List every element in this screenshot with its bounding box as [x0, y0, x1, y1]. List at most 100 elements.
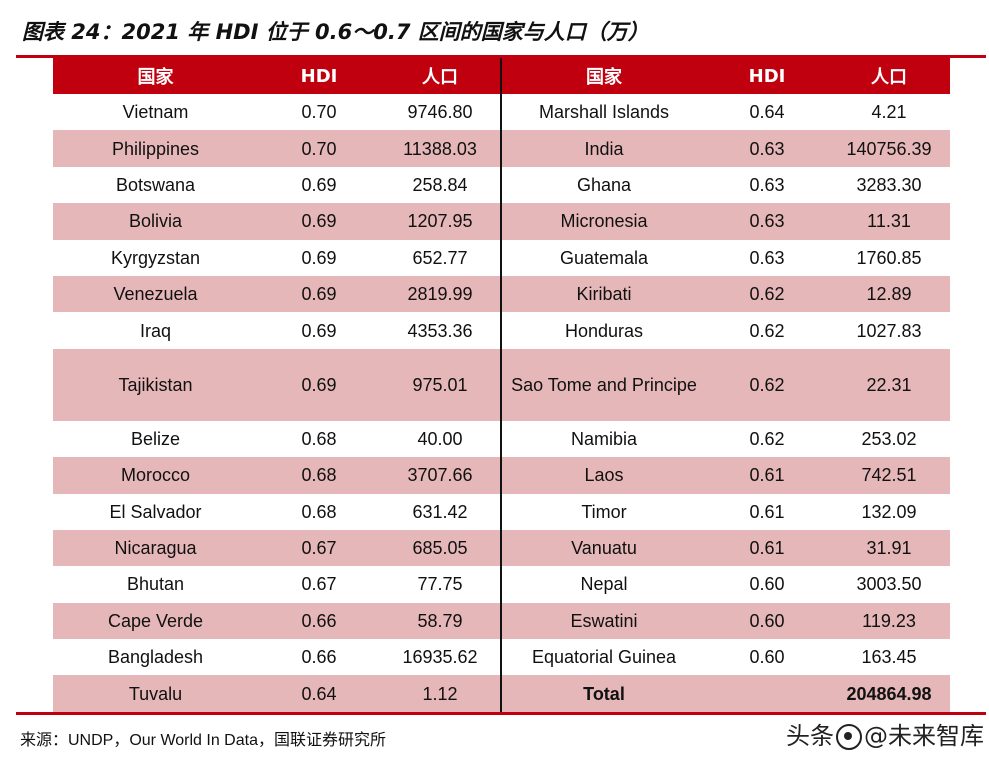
cell-population-left: 1.12 [380, 675, 501, 712]
cell-country-right: Total [500, 675, 706, 712]
cell-population-right: 3283.30 [856, 174, 922, 195]
cell-country-right: Kiribati [500, 275, 706, 313]
cell-hdi-right: 0.61 [706, 529, 828, 567]
table-row: Bhutan 0.67 77.75 Nepal 0.60 3003.50 [53, 566, 950, 603]
cell-hdi-left: 0.67 [258, 529, 380, 567]
cell-country-right: Equatorial Guinea [500, 639, 706, 676]
table-row: Kyrgyzstan 0.69 652.77 Guatemala 0.63 1760.85 [53, 239, 950, 276]
cell-population-left: 77.75 [417, 574, 463, 595]
cell-hdi-right: 0.60 [749, 647, 785, 668]
header-population-right: 人口 [828, 58, 950, 94]
table-row: Vietnam 0.70 9746.80 Marshall Islands 0.64 4.… [53, 94, 950, 131]
cell-population-right: 22.31 [828, 348, 950, 421]
cell-population-right: 31.91 [828, 529, 950, 567]
cell-country-left: Philippines [53, 130, 258, 167]
cell-hdi-left: 0.66 [301, 647, 337, 668]
cell-hdi-right: 0.63 [749, 247, 785, 268]
cell-hdi-left: 0.68 [258, 457, 380, 494]
cell-country-right: Sao Tome and Principe [500, 348, 706, 421]
cell-population-left: 258.84 [412, 174, 468, 195]
cell-population-left: 4353.36 [407, 320, 473, 341]
cell-hdi-right: 0.63 [749, 174, 785, 195]
cell-population-right: 119.23 [828, 602, 950, 640]
table-header-row: 国家 HDI 人口 国家 HDI 人口 [53, 58, 950, 94]
cell-hdi-right: 0.62 [749, 320, 785, 341]
cell-country-left: Vietnam [122, 102, 189, 123]
cell-population-right: 163.45 [861, 647, 917, 668]
table-row: Cape Verde 0.66 58.79 Eswatini 0.60 119.23 [53, 602, 950, 640]
cell-country-left: Bangladesh [107, 647, 204, 668]
table-row: Philippines 0.70 11388.03 India 0.63 140756.3… [53, 130, 950, 167]
cell-country-left: Bolivia [53, 203, 258, 240]
hdi-population-table: 国家 HDI 人口 国家 HDI 人口 Vietnam 0.70 9746.80 Ma… [53, 58, 950, 712]
title-divider [16, 55, 986, 58]
table-row: Nicaragua 0.67 685.05 Vanuatu 0.61 31.91 [53, 529, 950, 567]
cell-country-left: Belize [130, 428, 181, 449]
cell-country-left: Morocco [53, 457, 258, 494]
cell-country-left: Botswana [115, 174, 196, 195]
cell-hdi-right: 0.61 [749, 501, 785, 522]
watermark-name: @未来智库 [864, 722, 984, 750]
cell-country-left: Iraq [139, 320, 172, 341]
cell-population-left: 685.05 [380, 529, 501, 567]
cell-country-left: Venezuela [53, 275, 258, 313]
cell-population-left: 58.79 [380, 602, 501, 640]
cell-population-left: 652.77 [412, 247, 468, 268]
watermark-logo-icon [836, 724, 862, 750]
cell-population-right: 11.31 [828, 203, 950, 240]
cell-country-right: Timor [500, 493, 706, 530]
cell-population-right: 132.09 [861, 501, 917, 522]
cell-population-left: 975.01 [380, 348, 501, 421]
cell-hdi-left: 0.69 [258, 203, 380, 240]
cell-population-left: 11388.03 [380, 130, 501, 167]
cell-population-right: 4.21 [871, 102, 907, 123]
cell-country-left: El Salvador [109, 501, 202, 522]
source-note: 来源：UNDP，Our World In Data，国联证券研究所 [20, 732, 386, 749]
table-bottom-divider [16, 712, 986, 715]
cell-country-left: Tuvalu [53, 675, 258, 712]
cell-country-right: Laos [500, 457, 706, 494]
cell-country-right: Namibia [500, 420, 706, 458]
table-row: Venezuela 0.69 2819.99 Kiribati 0.62 12.89 [53, 275, 950, 313]
cell-hdi-left: 0.69 [301, 247, 337, 268]
cell-population-left: 9746.80 [407, 102, 473, 123]
header-hdi-right: HDI [706, 58, 828, 94]
cell-country-left: Bhutan [126, 574, 185, 595]
cell-hdi-left: 0.69 [301, 174, 337, 195]
cell-hdi-left: 0.69 [258, 348, 380, 421]
table-row: Belize 0.68 40.00 Namibia 0.62 253.02 [53, 420, 950, 458]
cell-country-left: Kyrgyzstan [110, 247, 201, 268]
table-row: Bolivia 0.69 1207.95 Micronesia 0.63 11.31 [53, 203, 950, 240]
cell-hdi-left: 0.64 [258, 675, 380, 712]
cell-country-right: Micronesia [500, 203, 706, 240]
table-row: El Salvador 0.68 631.42 Timor 0.61 132.09 [53, 493, 950, 530]
cell-hdi-left: 0.69 [301, 320, 337, 341]
cell-country-right: Vanuatu [500, 529, 706, 567]
watermark-prefix: 头条 [786, 722, 834, 750]
cell-hdi-left: 0.70 [301, 102, 337, 123]
table-row: Bangladesh 0.66 16935.62 Equatorial Guinea 0… [53, 639, 950, 676]
cell-country-right: Guatemala [500, 239, 706, 276]
watermark: 头条 @未来智库 [786, 716, 984, 751]
cell-hdi-right: 0.63 [706, 203, 828, 240]
cell-population-right: 3003.50 [856, 574, 922, 595]
cell-hdi-left: 0.70 [258, 130, 380, 167]
cell-population-right: 140756.39 [828, 130, 950, 167]
cell-population-left: 16935.62 [402, 647, 478, 668]
table-row: Botswana 0.69 258.84 Ghana 0.63 3283.30 [53, 166, 950, 204]
header-country-right: 国家 [500, 58, 706, 94]
table-title: 图表 24：2021 年 HDI 位于 0.6～0.7 区间的国家与人口（万） [22, 20, 649, 44]
cell-hdi-right [706, 675, 828, 712]
cell-country-left: Tajikistan [53, 348, 258, 421]
cell-hdi-right: 0.64 [749, 102, 785, 123]
cell-hdi-right: 0.60 [706, 602, 828, 640]
cell-hdi-right: 0.62 [749, 428, 785, 449]
cell-hdi-left: 0.67 [301, 574, 337, 595]
table-row: Morocco 0.68 3707.66 Laos 0.61 742.51 [53, 457, 950, 494]
cell-population-left: 3707.66 [380, 457, 501, 494]
cell-country-left: Nicaragua [53, 529, 258, 567]
cell-hdi-right: 0.63 [706, 130, 828, 167]
table-row: Iraq 0.69 4353.36 Honduras 0.62 1027.83 [53, 312, 950, 349]
cell-population-right: 1027.83 [856, 320, 922, 341]
cell-hdi-left: 0.69 [258, 275, 380, 313]
